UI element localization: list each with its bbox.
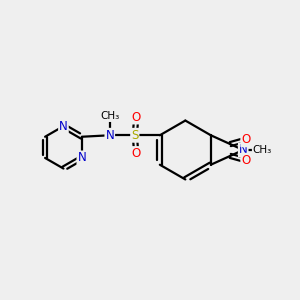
Text: CH₃: CH₃ (253, 145, 272, 155)
Text: O: O (132, 147, 141, 160)
Text: O: O (241, 154, 250, 167)
Text: N: N (77, 152, 86, 164)
Text: N: N (239, 143, 248, 157)
Text: CH₃: CH₃ (100, 111, 119, 121)
Text: S: S (131, 129, 139, 142)
Text: N: N (59, 120, 68, 133)
Text: O: O (241, 133, 250, 146)
Text: N: N (105, 129, 114, 142)
Text: O: O (132, 110, 141, 124)
